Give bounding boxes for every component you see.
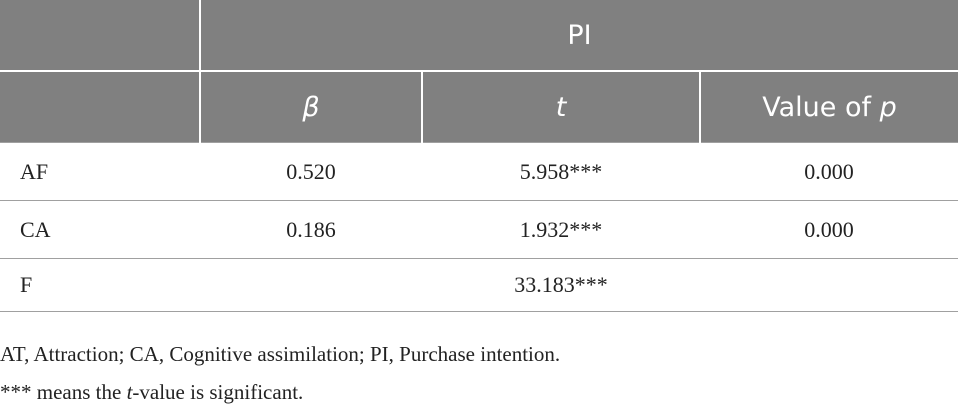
footnote: *** means the t-value is significant. bbox=[0, 380, 303, 405]
italic-text: t bbox=[126, 380, 133, 404]
row-label: CA bbox=[0, 200, 200, 259]
table-row: AF 0.520 5.958*** 0.000 bbox=[0, 142, 958, 201]
data-table: PI β t Value of p AF 0.520 5.958*** 0.000 CA 0.… bbox=[0, 0, 958, 312]
text: AT, Attraction; CA, Cognitive assimilati… bbox=[0, 342, 561, 366]
italic-text: t bbox=[555, 91, 567, 123]
italic-text: p bbox=[879, 91, 897, 123]
cell: 33.183*** bbox=[422, 258, 700, 312]
text: -value is significant. bbox=[132, 380, 304, 404]
italic-text: β bbox=[302, 91, 320, 123]
column-header: Value of p bbox=[698, 71, 958, 143]
cell: 1.932*** bbox=[422, 200, 700, 259]
cell: 0.186 bbox=[200, 200, 422, 259]
row-label: F bbox=[0, 258, 200, 312]
group-header: PI bbox=[198, 0, 958, 72]
text: *** means the bbox=[0, 380, 127, 404]
cell bbox=[200, 258, 422, 312]
corner-cell bbox=[0, 0, 200, 72]
column-header: β bbox=[199, 71, 422, 143]
column-header: t bbox=[421, 71, 700, 143]
cell: 0.520 bbox=[200, 142, 422, 201]
cell: 5.958*** bbox=[422, 142, 700, 201]
corner-cell bbox=[0, 71, 200, 143]
cell: 0.000 bbox=[700, 200, 958, 259]
text: Value of bbox=[762, 91, 880, 123]
row-label: AF bbox=[0, 142, 200, 201]
cell bbox=[700, 258, 958, 312]
cell: 0.000 bbox=[700, 142, 958, 201]
table-row: CA 0.186 1.932*** 0.000 bbox=[0, 200, 958, 259]
footnote: AT, Attraction; CA, Cognitive assimilati… bbox=[0, 342, 560, 367]
table-row: F 33.183*** bbox=[0, 258, 958, 312]
